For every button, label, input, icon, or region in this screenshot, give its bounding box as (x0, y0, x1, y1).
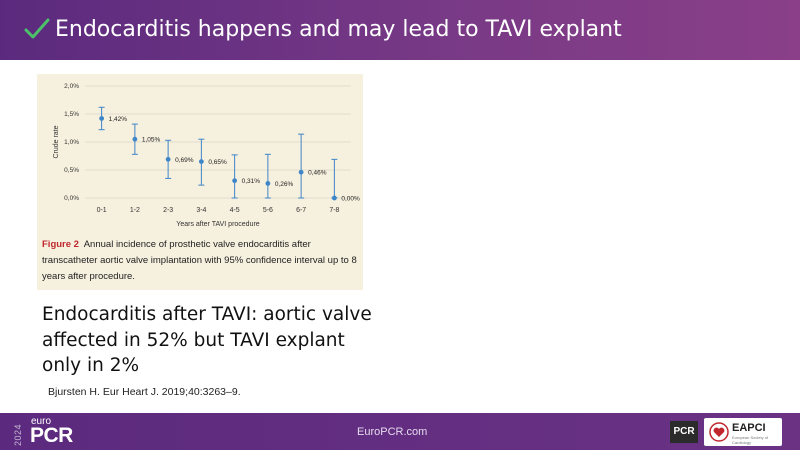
figure-caption: Figure 2 Annual incidence of prosthetic … (42, 237, 360, 285)
x-tick-label: 1-2 (130, 207, 140, 214)
data-label: 0,46% (308, 170, 327, 177)
data-point (165, 156, 171, 162)
y-axis-label: Crude rate (53, 125, 60, 158)
data-label: 0,65% (208, 159, 227, 166)
footer-year: 2024 (13, 423, 23, 446)
x-tick-label: 5-6 (263, 207, 273, 214)
data-label: 0,26% (275, 181, 294, 188)
data-point (298, 169, 304, 175)
eapci-sublabel: European Society of Cardiology (732, 435, 769, 445)
slide-title: Endocarditis happens and may lead to TAV… (55, 17, 622, 42)
title-bar: Endocarditis happens and may lead to TAV… (0, 0, 800, 60)
pcr-badge-logo: PCR (670, 421, 698, 443)
x-tick-label: 6-7 (296, 207, 306, 214)
footer-link[interactable]: EuroPCR.com (357, 426, 428, 438)
caption-label: Figure 2 (42, 239, 79, 250)
footer-bar (0, 413, 800, 450)
y-tick-label: 0,0% (64, 195, 79, 202)
data-label: 0,00% (341, 196, 360, 203)
footer-logo-euro: euro (31, 416, 52, 427)
heart-icon (709, 422, 729, 442)
data-point (265, 181, 271, 186)
data-label: 0,69% (175, 157, 194, 164)
y-tick-label: 1,5% (64, 111, 79, 118)
x-tick-label: 3-4 (196, 207, 206, 214)
x-tick-label: 4-5 (230, 207, 240, 214)
figure-panel: 0,0% 0,5% 1,0% 1,5% 2,0% Crude rate 1,42% 0-1 1,… (37, 74, 363, 290)
data-point (331, 195, 337, 201)
x-tick-label: 7-8 (329, 207, 339, 214)
data-point (99, 116, 105, 121)
data-point (132, 136, 138, 142)
x-tick-label: 0-1 (97, 207, 107, 214)
data-label: 1,42% (109, 116, 128, 123)
y-tick-label: 0,5% (64, 167, 79, 174)
data-label: 0,31% (242, 178, 261, 185)
caption-text: Annual incidence of prosthetic valve end… (42, 239, 357, 282)
data-point (198, 159, 204, 164)
ci-chart: 0,0% 0,5% 1,0% 1,5% 2,0% Crude rate 1,42% 0-1 1,… (53, 83, 360, 228)
data-label: 1,05% (142, 137, 161, 144)
y-tick-label: 2,0% (64, 83, 79, 90)
footer-logo-pcr: PCR (30, 424, 73, 447)
y-tick-label: 1,0% (64, 139, 79, 146)
citation: Bjursten H. Eur Heart J. 2019;40:3263–9. (48, 386, 241, 398)
checkmark-icon (24, 18, 50, 39)
data-point (232, 178, 238, 184)
x-axis-label: Years after TAVI procedure (176, 221, 260, 228)
eapci-label: EAPCI (732, 422, 766, 434)
main-statement: Endocarditis after TAVI: aortic valve af… (42, 304, 372, 376)
x-tick-label: 2-3 (163, 207, 173, 214)
eapci-badge: EAPCI European Society of Cardiology (704, 418, 782, 446)
